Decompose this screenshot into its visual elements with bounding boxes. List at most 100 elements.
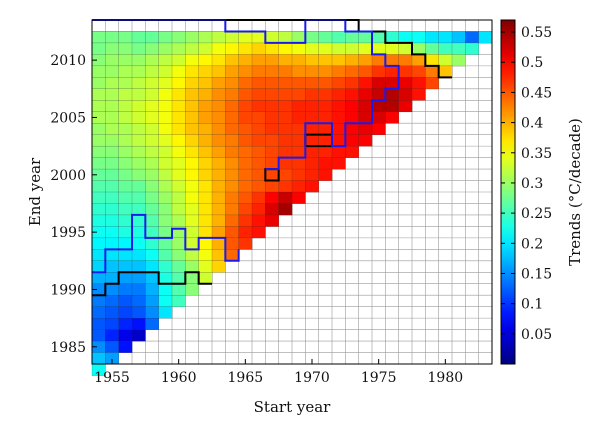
heatmap-cell <box>198 249 213 262</box>
heatmap-cell <box>291 42 306 55</box>
heatmap-cell <box>425 77 440 90</box>
heatmap-cell <box>145 111 160 124</box>
heatmap-cell <box>145 100 160 113</box>
significance-contour-black <box>92 19 452 79</box>
heatmap-cell <box>371 42 386 55</box>
heatmap-cell <box>118 272 133 285</box>
heatmap-cell <box>91 42 106 55</box>
heatmap-cell <box>465 42 480 55</box>
heatmap-cell <box>318 168 333 181</box>
heatmap-cell <box>305 168 320 181</box>
heatmap-cell <box>478 31 493 44</box>
heatmap-cell <box>238 111 253 124</box>
heatmap-cell <box>105 145 120 158</box>
heatmap-cell <box>91 88 106 101</box>
heatmap-cell <box>251 134 266 147</box>
heatmap-cell <box>411 31 426 44</box>
heatmap-cell <box>291 191 306 204</box>
heatmap-cell <box>198 180 213 193</box>
heatmap-cell <box>171 295 186 308</box>
heatmap-cell <box>145 191 160 204</box>
heatmap-cell <box>105 134 120 147</box>
heatmap-cell <box>238 180 253 193</box>
colorbar-tick-label: 0.1 <box>521 297 543 313</box>
heatmap-cell <box>145 272 160 285</box>
heatmap-cell <box>185 42 200 55</box>
heatmap-cell <box>238 226 253 239</box>
heatmap-cell <box>198 100 213 113</box>
x-tick-label: 1980 <box>428 370 464 386</box>
heatmap-cell <box>358 111 373 124</box>
heatmap-cell <box>171 123 186 136</box>
heatmap-cell <box>345 111 360 124</box>
heatmap-cell <box>198 226 213 239</box>
heatmap-cell <box>158 260 173 273</box>
cells-layer <box>91 31 493 376</box>
heatmap-cell <box>131 317 146 330</box>
heatmap-cell <box>145 306 160 319</box>
heatmap-cell <box>171 111 186 124</box>
heatmap-cell <box>278 157 293 170</box>
heatmap-cell <box>265 111 280 124</box>
heatmap-cell <box>171 249 186 262</box>
heatmap-cell <box>145 145 160 158</box>
heatmap-cell <box>318 100 333 113</box>
heatmap-cell <box>238 237 253 250</box>
heatmap-cell <box>331 31 346 44</box>
heatmap-cell <box>185 237 200 250</box>
heatmap-cell <box>171 31 186 44</box>
y-tick-label: 2010 <box>50 53 86 69</box>
heatmap-cell <box>131 123 146 136</box>
heatmap-cell <box>358 42 373 55</box>
x-tick-label: 1975 <box>361 370 397 386</box>
heatmap-cell <box>305 134 320 147</box>
heatmap-cell <box>105 54 120 67</box>
heatmap-cell <box>105 226 120 239</box>
heatmap-cell <box>91 249 106 262</box>
heatmap-cell <box>238 65 253 78</box>
heatmap-cell <box>158 226 173 239</box>
heatmap-cell <box>291 100 306 113</box>
heatmap-cell <box>278 180 293 193</box>
heatmap-cell <box>265 100 280 113</box>
heatmap-cell <box>91 180 106 193</box>
heatmap-cell <box>358 54 373 67</box>
heatmap-cell <box>225 249 240 262</box>
heatmap-cell <box>331 123 346 136</box>
heatmap-cell <box>291 145 306 158</box>
heatmap-cell <box>198 65 213 78</box>
heatmap-cell <box>198 88 213 101</box>
heatmap-cell <box>158 123 173 136</box>
heatmap-cell <box>105 214 120 227</box>
heatmap-cell <box>278 123 293 136</box>
heatmap-cell <box>158 42 173 55</box>
heatmap-cell <box>145 214 160 227</box>
heatmap-cell <box>145 65 160 78</box>
heatmap-cell <box>371 54 386 67</box>
heatmap-cell <box>91 295 106 308</box>
heatmap-cell <box>118 340 133 353</box>
heatmap-cell <box>278 111 293 124</box>
heatmap-cell <box>158 100 173 113</box>
heatmap-cell <box>158 31 173 44</box>
heatmap-cell <box>238 123 253 136</box>
colorbar: 0.05 0.1 0.15 0.2 0.25 0.3 0.35 0.4 0.45 0.5 0.55 <box>500 19 552 365</box>
heatmap-cell <box>185 54 200 67</box>
heatmap-cell <box>291 77 306 90</box>
heatmap-cell <box>265 42 280 55</box>
heatmap-cell <box>211 260 226 273</box>
colorbar-tick-label: 0.05 <box>521 327 552 343</box>
heatmap-cell <box>345 88 360 101</box>
heatmap-cell <box>238 214 253 227</box>
heatmap-cell <box>91 123 106 136</box>
heatmap-cell <box>371 31 386 44</box>
heatmap-cell <box>265 214 280 227</box>
heatmap-cell <box>158 65 173 78</box>
heatmap-cell <box>371 111 386 124</box>
heatmap-cell <box>225 180 240 193</box>
heatmap-cell <box>225 77 240 90</box>
heatmap-cell <box>211 123 226 136</box>
heatmap-cell <box>105 180 120 193</box>
heatmap-cell <box>131 249 146 262</box>
